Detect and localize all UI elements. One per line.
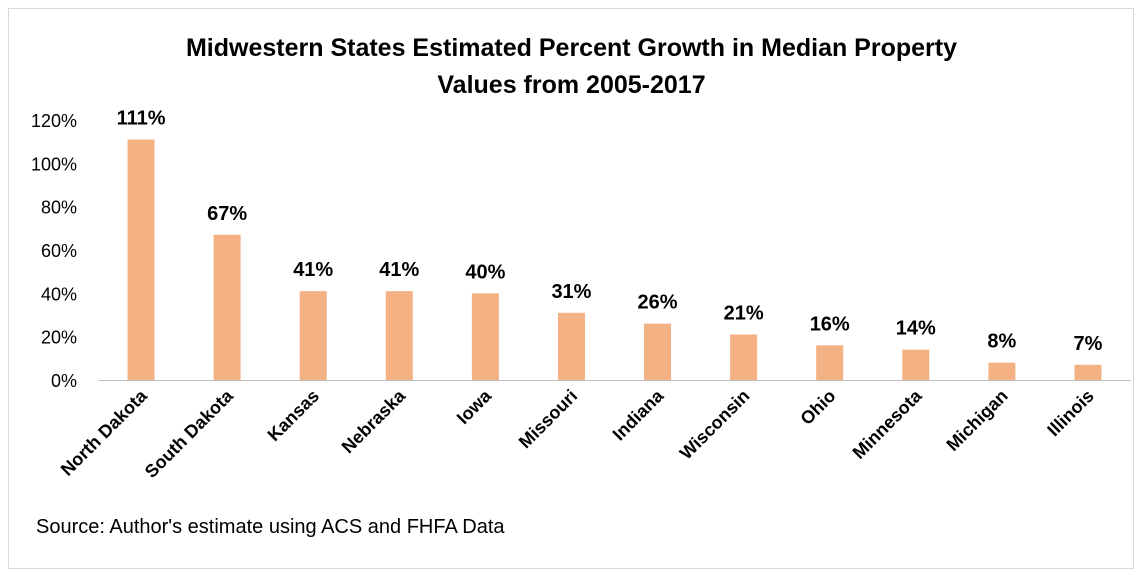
bar bbox=[213, 234, 241, 380]
x-tick-label: Illinois bbox=[1043, 386, 1097, 440]
data-label: 41% bbox=[293, 259, 333, 281]
bar bbox=[127, 139, 155, 380]
y-tick-label: 40% bbox=[41, 284, 77, 304]
y-tick-label: 0% bbox=[51, 371, 77, 391]
data-label: 16% bbox=[810, 313, 850, 335]
bar bbox=[385, 291, 413, 380]
chart-frame bbox=[8, 8, 1134, 569]
bar bbox=[644, 323, 672, 380]
data-label: 31% bbox=[551, 281, 591, 303]
y-tick-label: 60% bbox=[41, 241, 77, 261]
data-label: 111% bbox=[117, 108, 166, 130]
bar bbox=[557, 312, 585, 380]
y-tick-label: 20% bbox=[41, 328, 77, 348]
x-tick-label: Nebraska bbox=[338, 385, 410, 457]
x-tick-label: Kansas bbox=[264, 386, 323, 445]
data-label: 21% bbox=[724, 303, 764, 325]
y-tick-label: 120% bbox=[31, 111, 77, 131]
y-tick-label: 80% bbox=[41, 198, 77, 218]
bar bbox=[471, 293, 499, 380]
data-label: 26% bbox=[638, 292, 678, 314]
x-tick-label: Iowa bbox=[453, 385, 496, 428]
data-label: 41% bbox=[379, 259, 419, 281]
x-tick-label: Michigan bbox=[942, 386, 1011, 455]
bar bbox=[988, 362, 1016, 380]
x-tick-label: Missouri bbox=[515, 386, 581, 452]
x-tick-label: Indiana bbox=[609, 385, 668, 444]
bar bbox=[730, 334, 758, 380]
x-tick-label: Ohio bbox=[796, 386, 839, 429]
chart-title: Midwestern States Estimated Percent Grow… bbox=[0, 30, 1143, 104]
bar bbox=[299, 291, 327, 380]
x-tick-label: South Dakota bbox=[141, 385, 238, 482]
data-label: 67% bbox=[207, 203, 247, 225]
bar bbox=[816, 345, 844, 380]
data-label: 14% bbox=[896, 318, 936, 340]
x-tick-label: Minnesota bbox=[849, 385, 927, 463]
x-tick-label: Wisconsin bbox=[676, 386, 754, 464]
data-label: 8% bbox=[987, 331, 1016, 353]
source-note: Source: Author's estimate using ACS and … bbox=[36, 516, 505, 538]
y-tick-label: 100% bbox=[31, 154, 77, 174]
data-label: 40% bbox=[465, 261, 505, 283]
x-tick-label: North Dakota bbox=[57, 385, 152, 480]
bar bbox=[902, 349, 930, 380]
chart-title-line-2: Values from 2005-2017 bbox=[437, 71, 706, 99]
chart-title-line-1: Midwestern States Estimated Percent Grow… bbox=[185, 34, 957, 62]
bar bbox=[1074, 364, 1102, 380]
data-label: 7% bbox=[1074, 333, 1103, 355]
